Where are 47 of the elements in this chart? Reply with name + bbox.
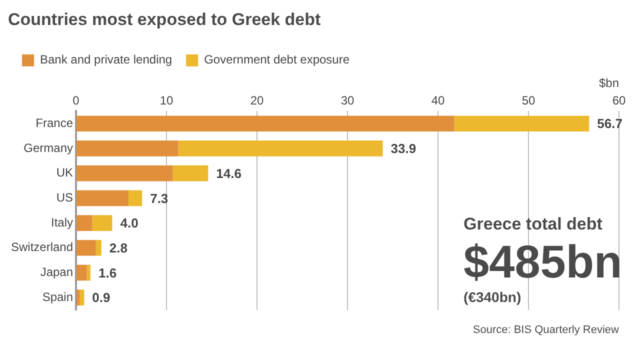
x-tick-label: 40 <box>431 93 446 108</box>
x-tick-label: 30 <box>340 93 355 108</box>
y-tick-label: UK <box>56 166 74 180</box>
y-tick-label: Italy <box>51 215 74 230</box>
bar <box>76 264 87 281</box>
legend-label: Government debt exposure <box>204 52 350 67</box>
x-tick-label: 50 <box>522 93 536 108</box>
bar <box>76 290 80 306</box>
bar <box>178 140 383 156</box>
bar <box>76 140 178 156</box>
x-axis-title: $bn <box>598 76 619 90</box>
total-label: 4.0 <box>120 216 138 231</box>
y-tick-label: US <box>56 190 74 204</box>
total-label: 14.6 <box>216 166 242 181</box>
bar <box>86 264 91 281</box>
bar <box>128 190 142 206</box>
bar <box>172 165 208 182</box>
y-tick-label: Japan <box>40 265 74 280</box>
annotation: Greece total debt <box>464 214 603 234</box>
x-tick-label: 10 <box>160 93 174 108</box>
bar <box>96 240 102 256</box>
legend-label: Bank and private lending <box>40 52 172 67</box>
total-label: 7.3 <box>150 190 168 206</box>
chart-title: Countries most exposed to Greek debt <box>8 10 322 29</box>
x-tick-label: 20 <box>250 93 264 108</box>
total-label: 1.6 <box>98 265 117 280</box>
y-tick-label: Switzerland <box>10 240 74 254</box>
source-note: Source: BIS Quarterly Review <box>472 324 620 336</box>
bar <box>454 116 590 132</box>
total-label: 2.8 <box>109 240 128 256</box>
y-tick-label: France <box>36 116 74 130</box>
y-tick-label: Spain <box>42 290 74 304</box>
x-tick-label: 0 <box>72 93 80 108</box>
annotation: (€340bn) <box>464 288 522 305</box>
bar <box>76 165 173 182</box>
bar <box>76 240 96 256</box>
bar <box>80 290 84 306</box>
total-label: 56.7 <box>597 116 622 132</box>
bar <box>76 190 129 206</box>
bar <box>92 215 112 231</box>
y-tick-label: Germany <box>24 140 74 155</box>
bar <box>76 215 92 231</box>
bar <box>76 116 454 132</box>
total-label: 0.9 <box>92 290 110 306</box>
x-tick-label: 60 <box>612 93 626 108</box>
total-label: 33.9 <box>390 141 416 156</box>
annotation: $485bn <box>464 236 622 288</box>
